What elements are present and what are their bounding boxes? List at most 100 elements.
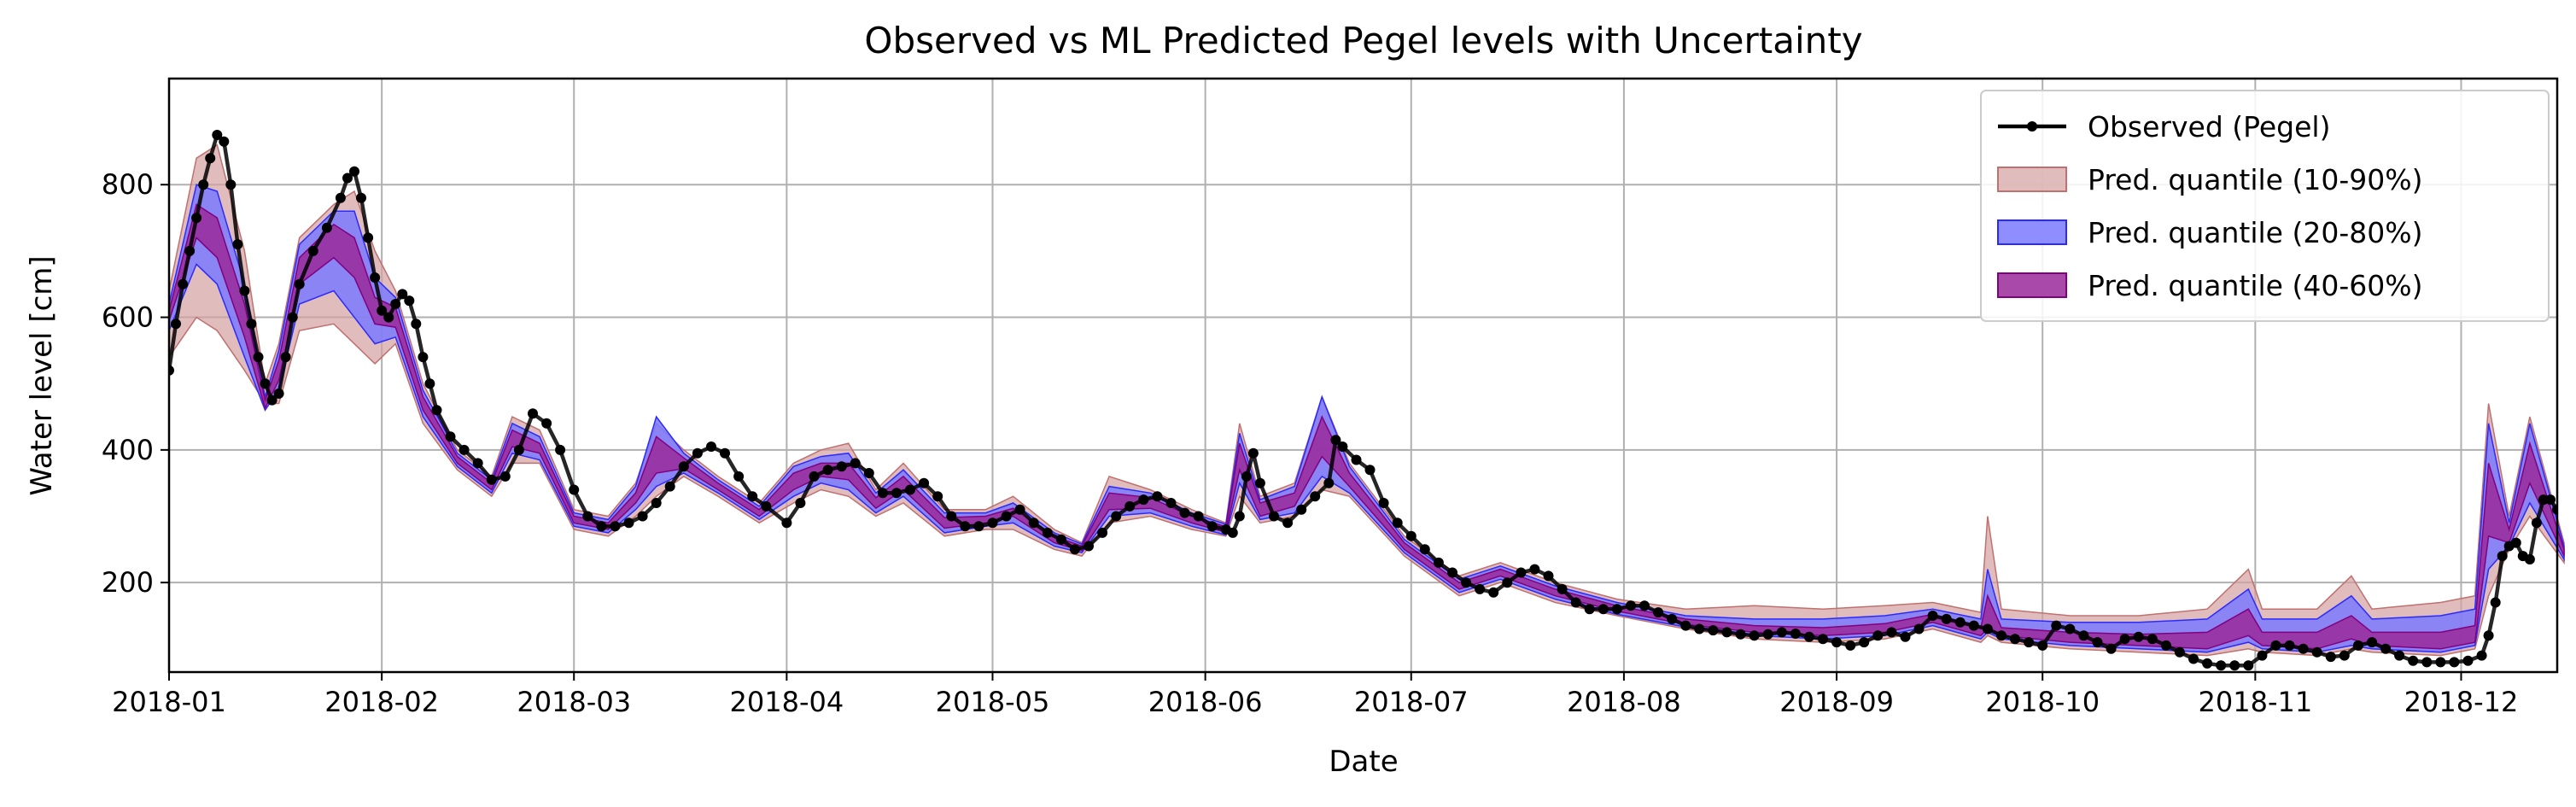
observed-point [1179, 507, 1190, 518]
chart-title: Observed vs ML Predicted Pegel levels wi… [864, 20, 1862, 61]
observed-point [1111, 511, 1122, 522]
observed-point [2229, 660, 2240, 671]
observed-point [2092, 637, 2103, 648]
observed-point [1330, 435, 1341, 446]
observed-point [1014, 504, 1025, 515]
observed-point [1639, 600, 1650, 611]
observed-point [1570, 597, 1581, 608]
observed-point [2065, 623, 2076, 634]
grid [168, 79, 2557, 672]
observed-point [1982, 623, 1993, 634]
observed-point [706, 442, 716, 452]
observed-point [733, 471, 745, 482]
observed-point [2394, 650, 2405, 661]
observed-point [1516, 567, 1527, 578]
observed-point [445, 431, 456, 442]
observed-point [1735, 629, 1746, 640]
observed-point [2284, 640, 2295, 651]
observed-point [610, 521, 621, 532]
observed-point [1337, 442, 1348, 452]
observed-point [2051, 620, 2062, 631]
observed-point [1028, 518, 1039, 529]
observed-point [1254, 477, 1265, 488]
observed-point [2352, 640, 2363, 651]
observed-point [2490, 597, 2501, 608]
observed-point [1598, 604, 1609, 615]
observed-point [2435, 657, 2446, 668]
observed-point [1502, 577, 1513, 588]
observed-point [424, 378, 435, 389]
observed-point [246, 319, 257, 330]
observed-point [1247, 447, 1259, 459]
observed-point [1419, 544, 1430, 555]
observed-point [2243, 660, 2254, 671]
x-tick-label: 2018-04 [730, 686, 844, 718]
y-tick-label: 200 [102, 566, 154, 599]
x-tick-label: 2018-03 [517, 686, 631, 718]
observed-point [569, 484, 580, 495]
observed-point [232, 239, 243, 250]
observed-point [2531, 518, 2542, 529]
observed-point [184, 245, 196, 256]
observed-point [239, 285, 250, 296]
observed-point [1392, 518, 1403, 529]
x-tick-label: 2018-12 [2404, 686, 2519, 718]
observed-point [1803, 631, 1814, 642]
observed-point [273, 388, 284, 399]
observed-point [1721, 627, 1732, 638]
y-tick-label: 800 [102, 168, 154, 201]
x-tick-label: 2018-07 [1354, 686, 1469, 718]
observed-point [191, 213, 202, 224]
observed-point [377, 305, 388, 316]
observed-point [863, 468, 874, 478]
band-40-60 [168, 203, 2565, 650]
observed-point [1927, 611, 1938, 621]
observed-point [1557, 583, 1568, 594]
observed-point [1042, 527, 1053, 538]
x-tick-label: 2018-06 [1148, 686, 1263, 718]
observed-point [1269, 511, 1279, 522]
observed-point [932, 491, 943, 502]
observed-point [987, 518, 998, 529]
observed-point [2298, 643, 2309, 654]
observed-point [1152, 491, 1163, 502]
observed-point [2367, 637, 2377, 648]
legend: Observed (Pegel) Pred. quantile (10-90%) P… [1980, 90, 2550, 322]
observed-point [678, 461, 689, 472]
observed-point [582, 511, 593, 522]
observed-point [2421, 657, 2433, 668]
observed-point [431, 405, 442, 416]
observed-point [349, 166, 359, 177]
observed-point [2037, 640, 2048, 651]
x-tick-label: 2018-02 [324, 686, 439, 718]
observed-point [2270, 640, 2281, 651]
legend-label: Pred. quantile (20-80%) [2088, 216, 2422, 249]
observed-point [596, 521, 607, 532]
observed-point [2545, 494, 2556, 506]
observed-point [2524, 554, 2535, 564]
observed-point [1611, 604, 1622, 615]
observed-point [1626, 600, 1636, 611]
observed-point [1762, 629, 1773, 640]
observed-point [266, 395, 277, 406]
observed-series [169, 130, 2557, 671]
x-tick-label: 2018-08 [1567, 686, 1681, 718]
x-tick-label: 2018-09 [1779, 686, 1894, 718]
observed-point [2476, 650, 2487, 661]
observed-point [1124, 500, 1136, 512]
x-tick-label: 2018-10 [1985, 686, 2100, 718]
observed-point [1084, 541, 1094, 552]
observed-point [781, 518, 792, 529]
band-10-90 [168, 143, 2565, 657]
observed-point [1488, 587, 1499, 598]
observed-point [2024, 637, 2035, 648]
observed-point [1206, 521, 1218, 532]
observed-point [555, 444, 566, 455]
observed-point [499, 471, 511, 482]
observed-point [1069, 544, 1080, 555]
observed-point [418, 352, 429, 363]
observed-point [1055, 534, 1066, 545]
observed-point [2133, 631, 2144, 642]
observed-point [1968, 620, 1979, 631]
observed-point [1351, 454, 1362, 465]
